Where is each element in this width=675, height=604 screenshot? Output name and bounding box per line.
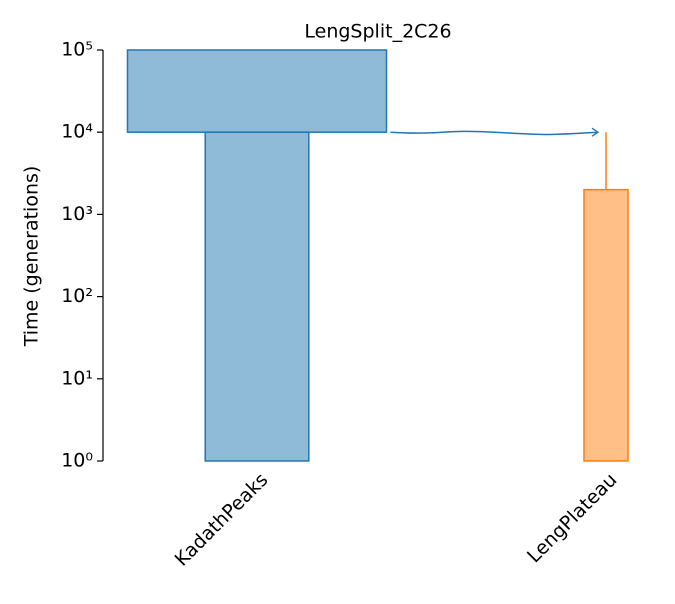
pulse-arrow [390, 130, 599, 136]
deme-epoch [583, 188, 629, 462]
y-tick-label: 10⁵ [61, 39, 93, 61]
x-tick-label: KadathPeaks [171, 469, 273, 571]
y-axis-label: Time (generations) [21, 166, 43, 348]
x-tick-label: LengPlateau [523, 469, 621, 567]
y-tick-label: 10¹ [61, 367, 93, 389]
y-tick-label: 10² [61, 285, 93, 307]
y-tick-label: 10³ [61, 203, 93, 225]
y-tick-label: 10⁰ [61, 450, 93, 472]
deme-epoch [126, 49, 388, 133]
pulse-arrowhead [591, 127, 600, 137]
deme-epoch [204, 131, 310, 462]
chart-title: LengSplit_2C26 [304, 21, 451, 43]
y-tick-label: 10⁴ [61, 121, 93, 143]
